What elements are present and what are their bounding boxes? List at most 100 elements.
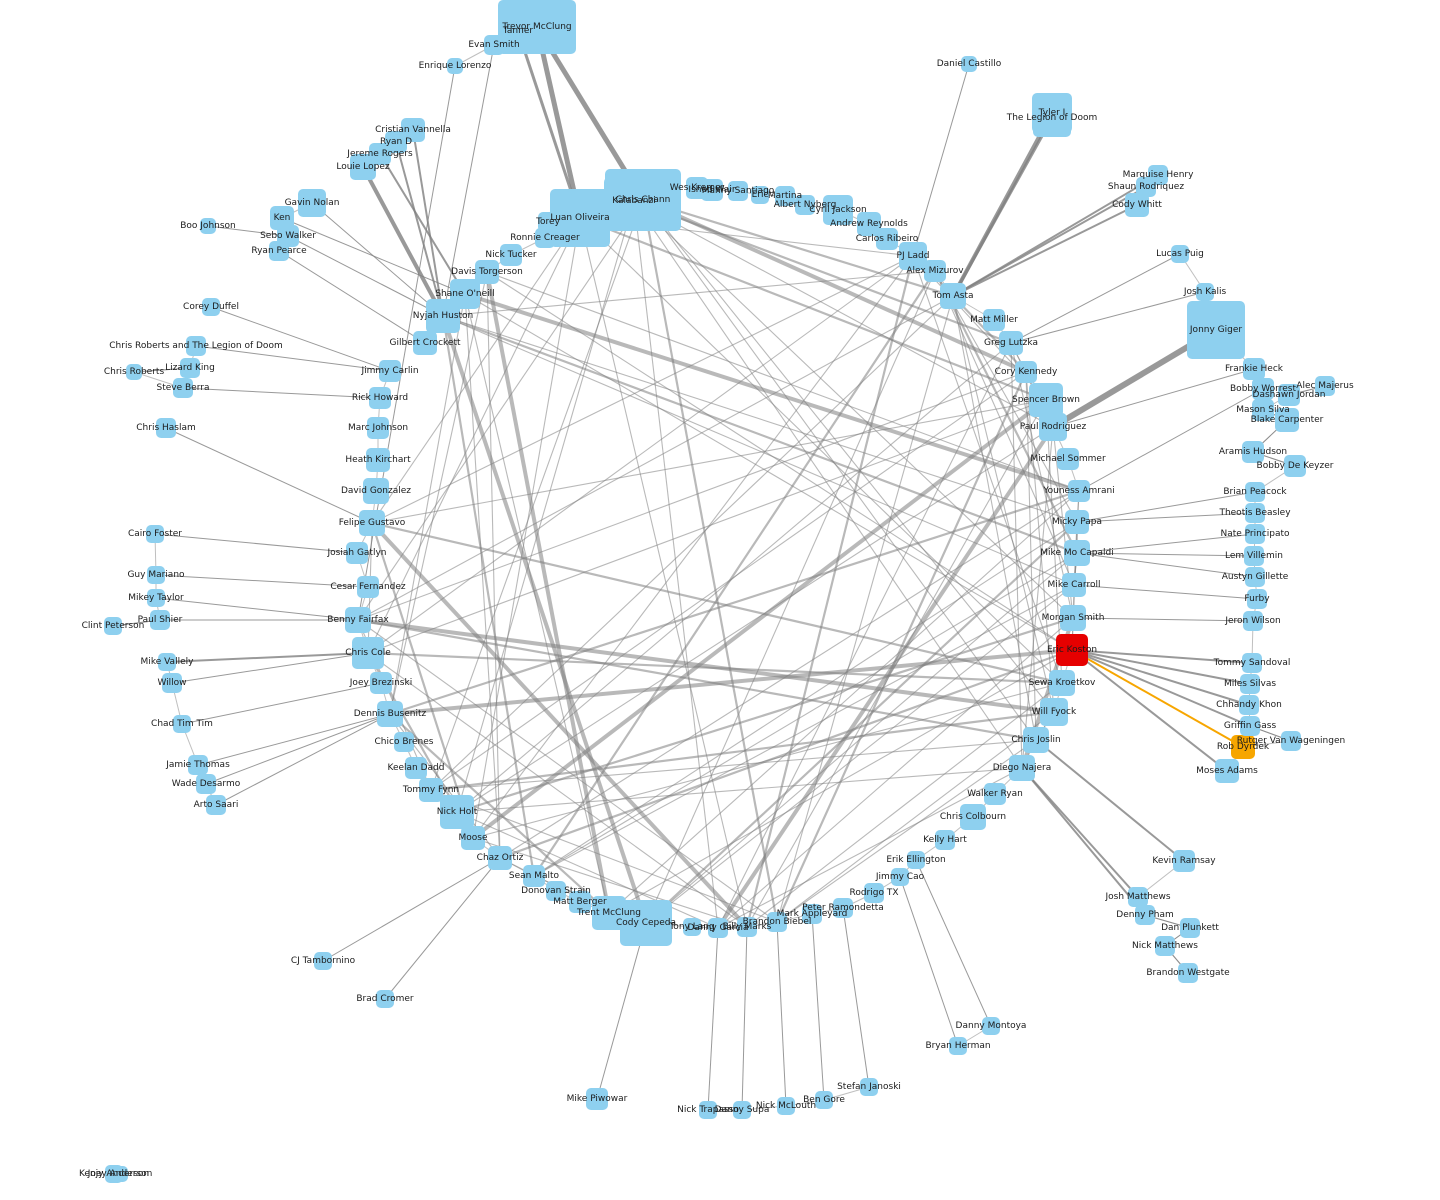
- graph-node[interactable]: [1245, 482, 1265, 502]
- graph-node[interactable]: [683, 918, 701, 936]
- graph-node[interactable]: [188, 755, 208, 775]
- graph-node[interactable]: [158, 653, 176, 671]
- graph-node[interactable]: [112, 1166, 128, 1182]
- graph-node[interactable]: [346, 542, 368, 564]
- graph-node[interactable]: [405, 757, 427, 779]
- graph-node[interactable]: [924, 260, 946, 282]
- graph-node[interactable]: [352, 637, 384, 669]
- graph-node[interactable]: [1178, 963, 1198, 983]
- graph-node[interactable]: [699, 1101, 717, 1119]
- graph-node[interactable]: [802, 904, 822, 924]
- graph-node[interactable]: [1040, 698, 1068, 726]
- graph-node[interactable]: [500, 244, 522, 266]
- graph-node[interactable]: [775, 186, 795, 206]
- graph-node[interactable]: [1039, 413, 1067, 441]
- graph-node[interactable]: [156, 418, 176, 438]
- graph-node[interactable]: [864, 883, 884, 903]
- graph-node[interactable]: [461, 826, 485, 850]
- graph-node[interactable]: [180, 358, 200, 378]
- graph-node[interactable]: [1239, 695, 1259, 715]
- graph-node[interactable]: [379, 360, 401, 382]
- graph-node[interactable]: [777, 1097, 795, 1115]
- graph-node[interactable]: [202, 298, 220, 316]
- graph-node[interactable]: [363, 478, 389, 504]
- graph-node[interactable]: [376, 990, 394, 1008]
- graph-node[interactable]: [314, 952, 332, 970]
- graph-node[interactable]: [1029, 383, 1063, 417]
- graph-node[interactable]: [876, 228, 898, 250]
- graph-node[interactable]: [345, 607, 371, 633]
- graph-node[interactable]: [1064, 540, 1090, 566]
- graph-node[interactable]: [1245, 503, 1265, 523]
- graph-node[interactable]: [126, 364, 142, 380]
- graph-node[interactable]: [394, 732, 414, 752]
- graph-node[interactable]: [999, 331, 1023, 355]
- graph-node[interactable]: [150, 610, 170, 630]
- graph-node[interactable]: [833, 898, 853, 918]
- graph-node[interactable]: [1065, 510, 1089, 534]
- graph-node[interactable]: [1015, 361, 1037, 383]
- graph-node[interactable]: [907, 851, 925, 869]
- graph-node[interactable]: [1128, 887, 1148, 907]
- graph-node[interactable]: [1275, 408, 1299, 432]
- graph-node[interactable]: [604, 177, 664, 225]
- graph-node[interactable]: [173, 378, 193, 398]
- graph-node[interactable]: [960, 804, 986, 830]
- graph-node[interactable]: [1155, 936, 1175, 956]
- graph-node[interactable]: [1247, 589, 1267, 609]
- graph-node[interactable]: [298, 189, 326, 217]
- graph-node[interactable]: [1243, 358, 1265, 380]
- graph-node[interactable]: [860, 1078, 878, 1096]
- graph-node[interactable]: [1244, 546, 1264, 566]
- graph-node[interactable]: [1056, 634, 1088, 666]
- graph-node[interactable]: [413, 331, 437, 355]
- graph-node[interactable]: [488, 846, 512, 870]
- graph-node[interactable]: [162, 673, 182, 693]
- graph-node[interactable]: [426, 299, 460, 333]
- graph-node[interactable]: [982, 1017, 1000, 1035]
- graph-node[interactable]: [1245, 567, 1265, 587]
- graph-node[interactable]: [186, 336, 206, 356]
- graph-node[interactable]: [370, 672, 392, 694]
- graph-node[interactable]: [891, 868, 909, 886]
- graph-node[interactable]: [1252, 378, 1274, 400]
- graph-node[interactable]: [366, 448, 390, 472]
- graph-node[interactable]: [1062, 573, 1086, 597]
- graph-node[interactable]: [795, 195, 815, 215]
- graph-node[interactable]: [538, 212, 558, 232]
- graph-node[interactable]: [949, 1037, 967, 1055]
- graph-node[interactable]: [1057, 448, 1079, 470]
- graph-node[interactable]: [546, 881, 566, 901]
- graph-node[interactable]: [984, 783, 1006, 805]
- graph-node[interactable]: [104, 617, 122, 635]
- graph-node[interactable]: [367, 417, 389, 439]
- graph-node[interactable]: [377, 701, 403, 727]
- graph-node[interactable]: [1242, 653, 1262, 673]
- graph-node[interactable]: [359, 510, 385, 536]
- graph-node[interactable]: [1173, 850, 1195, 872]
- graph-node[interactable]: [147, 566, 165, 584]
- graph-node[interactable]: [550, 189, 610, 247]
- graph-node[interactable]: [1171, 245, 1189, 263]
- graph-node[interactable]: [1215, 759, 1239, 783]
- graph-node[interactable]: [1033, 99, 1071, 137]
- graph-node[interactable]: [983, 309, 1005, 331]
- graph-node[interactable]: [440, 795, 474, 829]
- graph-node[interactable]: [1245, 524, 1265, 544]
- graph-node[interactable]: [1068, 480, 1090, 502]
- graph-node[interactable]: [505, 18, 531, 44]
- graph-node[interactable]: [1196, 283, 1214, 301]
- graph-node[interactable]: [1240, 716, 1260, 736]
- graph-node[interactable]: [1125, 193, 1149, 217]
- graph-node[interactable]: [1315, 376, 1335, 396]
- graph-node[interactable]: [1242, 441, 1264, 463]
- graph-node[interactable]: [751, 186, 769, 204]
- graph-node[interactable]: [447, 58, 463, 74]
- graph-node[interactable]: [701, 179, 723, 201]
- graph-node[interactable]: [569, 891, 591, 913]
- graph-node[interactable]: [823, 195, 853, 225]
- graph-node[interactable]: [269, 241, 289, 261]
- graph-node[interactable]: [146, 525, 164, 543]
- graph-node[interactable]: [1278, 384, 1300, 406]
- graph-node[interactable]: [767, 912, 787, 932]
